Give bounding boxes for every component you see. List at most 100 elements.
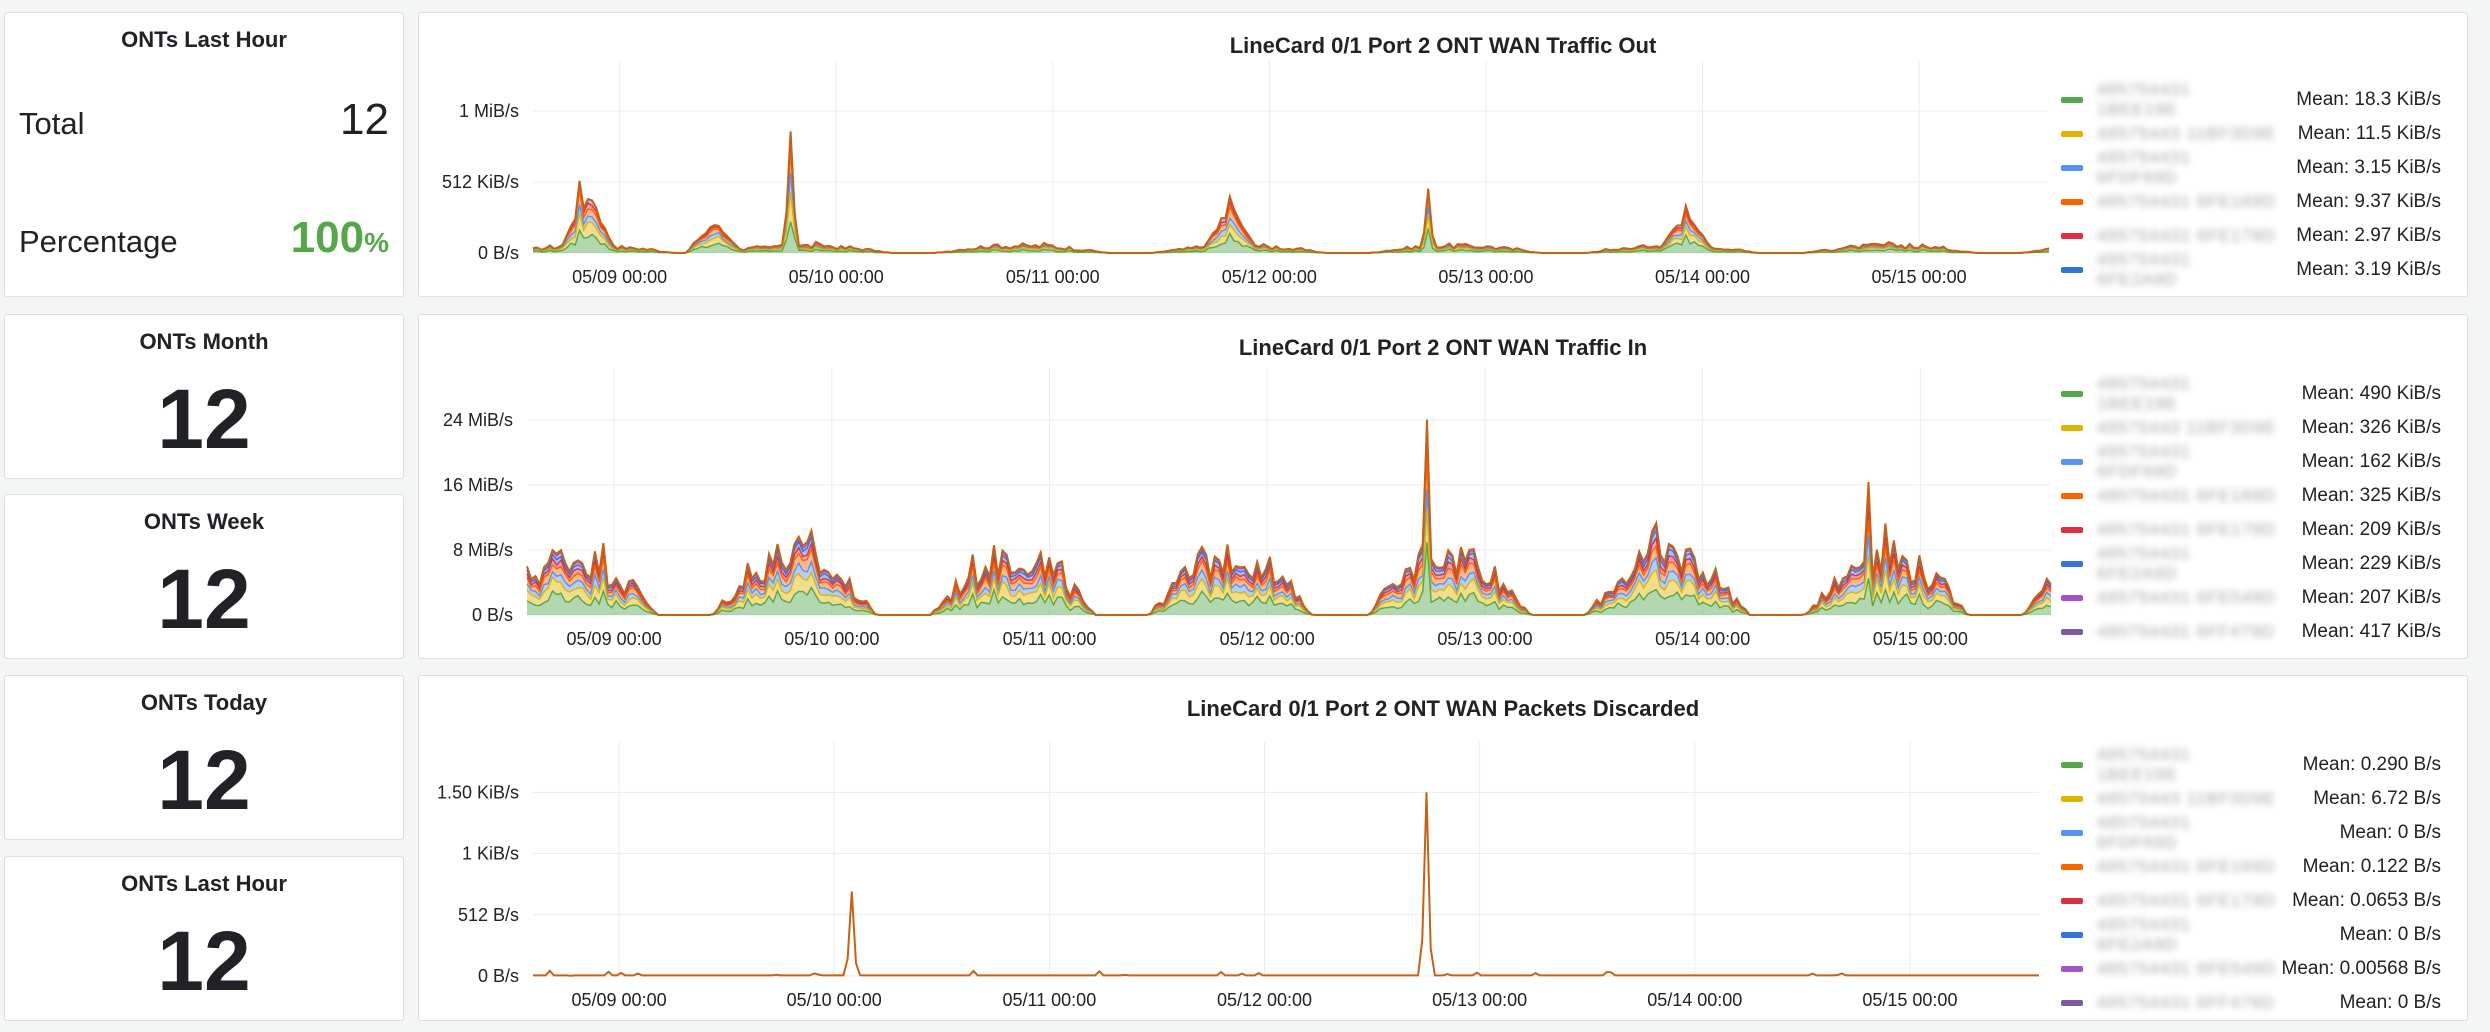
y-tick-label: 0 B/s [472, 605, 513, 625]
legend-item[interactable]: 485754431 6FE2A9D Mean: 3.19 KiB/s [2061, 250, 2441, 289]
packets-discarded-legend: 485754431 1BEE19E Mean: 0.290 B/s 48575443… [2061, 745, 2441, 1020]
legend-swatch [2061, 97, 2083, 103]
traffic-in-chart[interactable]: 0 B/s 8 MiB/s 16 MiB/s 24 MiB/s 05/09 00:00 0… [419, 315, 2469, 660]
series-outline [532, 131, 2050, 254]
legend-item[interactable]: 485754431 1BEE19E Mean: 0.290 B/s [2061, 745, 2441, 784]
legend-swatch [2061, 898, 2083, 904]
legend-item[interactable]: 485754431 6FF479D Mean: 417 KiB/s [2061, 615, 2441, 649]
legend-swatch [2061, 864, 2083, 870]
legend-swatch [2061, 595, 2083, 601]
legend-item[interactable]: 48575443 11BF3D9E Mean: 11.5 KiB/s [2061, 117, 2441, 151]
legend-item[interactable]: 48575443 11BF3D9E Mean: 6.72 B/s [2061, 782, 2441, 816]
legend-item[interactable]: 485754431 6FDF69D Mean: 3.15 KiB/s [2061, 148, 2441, 187]
series-line [532, 173, 2050, 254]
legend-swatch [2061, 932, 2083, 938]
y-tick-label: 1 KiB/s [462, 844, 519, 864]
legend-mean: Mean: 229 KiB/s [2301, 553, 2441, 574]
x-tick-label: 05/12 00:00 [1217, 990, 1312, 1010]
legend-series-name: 485754431 6FF479D [2097, 993, 2275, 1012]
legend-series-name: 485754431 6FE2A9D [2097, 915, 2192, 954]
panel-title[interactable]: ONTs Week [143, 509, 265, 534]
legend-mean: Mean: 0 B/s [2339, 924, 2441, 945]
legend-item[interactable]: 485754431 6FE169D Mean: 0.122 B/s [2061, 850, 2441, 884]
x-tick-label: 05/10 00:00 [784, 629, 879, 649]
legend-series-name: 485754431 6FDF69D [2097, 813, 2192, 852]
stat-value: 12 [157, 914, 251, 1008]
legend-mean: Mean: 3.15 KiB/s [2296, 157, 2441, 178]
packets-discarded-chart[interactable]: 0 B/s 512 B/s 1 KiB/s 1.50 KiB/s 05/09 00:00… [419, 676, 2469, 1022]
legend-series-name: 485754431 1BEE19E [2097, 374, 2192, 413]
legend-series-name: 485754431 1BEE19E [2097, 745, 2192, 784]
legend-mean: Mean: 207 KiB/s [2301, 587, 2441, 608]
legend-item[interactable]: 485754431 6FE169D Mean: 325 KiB/s [2061, 479, 2441, 513]
percentage-unit: % [364, 227, 389, 258]
legend-series-name: 48575443 11BF3D9E [2097, 418, 2277, 437]
legend-series-name: 485754431 6FDF69D [2097, 442, 2192, 481]
legend-item[interactable]: 485754431 6FE2A9D Mean: 229 KiB/s [2061, 544, 2441, 583]
legend-mean: Mean: 6.72 B/s [2313, 788, 2441, 809]
x-tick-label: 05/15 00:00 [1872, 267, 1967, 287]
legend-mean: Mean: 325 KiB/s [2301, 485, 2441, 506]
x-tick-label: 05/14 00:00 [1655, 267, 1750, 287]
legend-swatch [2061, 233, 2083, 239]
percentage-value: 100 [290, 213, 365, 262]
panel-title[interactable]: LineCard 0/1 Port 2 ONT WAN Packets Disc… [1186, 696, 1700, 721]
legend-item[interactable]: 485754431 1BEE19E Mean: 18.3 KiB/s [2061, 80, 2441, 119]
series-area [533, 142, 2049, 253]
legend-mean: Mean: 0 B/s [2339, 822, 2441, 843]
panel-title[interactable]: ONTs Last Hour [121, 27, 287, 52]
total-label: Total [19, 106, 85, 141]
panel-title[interactable]: ONTs Today [140, 690, 268, 715]
legend-item[interactable]: 485754431 6FDF69D Mean: 162 KiB/s [2061, 442, 2441, 481]
x-tick-label: 05/09 00:00 [572, 990, 667, 1010]
legend-series-name: 485754431 6FE549D [2097, 959, 2276, 978]
series-outline [526, 419, 2052, 616]
x-tick-label: 05/09 00:00 [572, 267, 667, 287]
legend-series-name: 485754431 6FE179D [2097, 226, 2276, 245]
total-value: 12 [340, 95, 389, 144]
legend-mean: Mean: 2.97 KiB/s [2296, 225, 2441, 246]
legend-swatch [2061, 561, 2083, 567]
legend-series-name: 485754431 6FE169D [2097, 486, 2276, 505]
legend-series-name: 48575443 11BF3D9E [2097, 124, 2277, 143]
x-tick-label: 05/11 00:00 [1003, 629, 1097, 649]
legend-item[interactable]: 485754431 6FF479D Mean: 0 B/s [2061, 986, 2441, 1020]
stat-panel-onts-last-hour-summary: ONTs Last Hour Total 12 Percentage 100% [4, 12, 404, 297]
y-tick-label: 0 B/s [478, 966, 519, 986]
legend-item[interactable]: 485754431 6FE169D Mean: 9.37 KiB/s [2061, 185, 2441, 219]
legend-item[interactable]: 485754431 6FE179D Mean: 0.0653 B/s [2061, 884, 2441, 918]
legend-mean: Mean: 0.0653 B/s [2292, 890, 2441, 911]
legend-item[interactable]: 485754431 6FE549D Mean: 207 KiB/s [2061, 581, 2441, 615]
legend-series-name: 485754431 6FE2A9D [2097, 544, 2192, 583]
legend-swatch [2061, 966, 2083, 972]
traffic-out-chart[interactable]: 0 B/s 512 KiB/s 1 MiB/s 05/09 00:00 05/10 00… [419, 13, 2469, 298]
percentage-label: Percentage [19, 224, 178, 259]
legend-item[interactable]: 485754431 1BEE19E Mean: 490 KiB/s [2061, 374, 2441, 413]
series-line [532, 151, 2050, 254]
legend-item[interactable]: 485754431 6FDF69D Mean: 0 B/s [2061, 813, 2441, 852]
legend-mean: Mean: 417 KiB/s [2301, 621, 2441, 642]
legend-mean: Mean: 18.3 KiB/s [2296, 89, 2441, 110]
legend-series-name: 485754431 6FF479D [2097, 622, 2275, 641]
legend-item[interactable]: 485754431 6FE549D Mean: 0.00568 B/s [2061, 952, 2441, 986]
panel-title[interactable]: ONTs Last Hour [121, 871, 287, 896]
panel-title[interactable]: LineCard 0/1 Port 2 ONT WAN Traffic In [1238, 335, 1648, 360]
x-tick-label: 05/12 00:00 [1220, 629, 1315, 649]
percentage-value-group: 100% [291, 213, 389, 263]
legend-item[interactable]: 485754431 6FE2A9D Mean: 0 B/s [2061, 915, 2441, 954]
panel-title[interactable]: ONTs Month [139, 329, 269, 354]
legend-item[interactable]: 48575443 11BF3D9E Mean: 326 KiB/s [2061, 411, 2441, 445]
series-area [533, 173, 2049, 253]
stat-value: 12 [157, 552, 251, 646]
traffic-in-legend: 485754431 1BEE19E Mean: 490 KiB/s 48575443… [2061, 374, 2441, 649]
panel-title[interactable]: LineCard 0/1 Port 2 ONT WAN Traffic Out [1229, 33, 1657, 58]
legend-item[interactable]: 485754431 6FE179D Mean: 2.97 KiB/s [2061, 219, 2441, 253]
y-tick-label: 24 MiB/s [443, 410, 513, 430]
legend-item[interactable]: 485754431 6FE179D Mean: 209 KiB/s [2061, 513, 2441, 547]
legend-series-name: 485754431 6FE169D [2097, 192, 2276, 211]
series-area [527, 509, 2051, 615]
series-line [532, 192, 2050, 254]
legend-swatch [2061, 762, 2083, 768]
x-tick-label: 05/14 00:00 [1647, 990, 1742, 1010]
legend-mean: Mean: 3.19 KiB/s [2296, 259, 2441, 280]
